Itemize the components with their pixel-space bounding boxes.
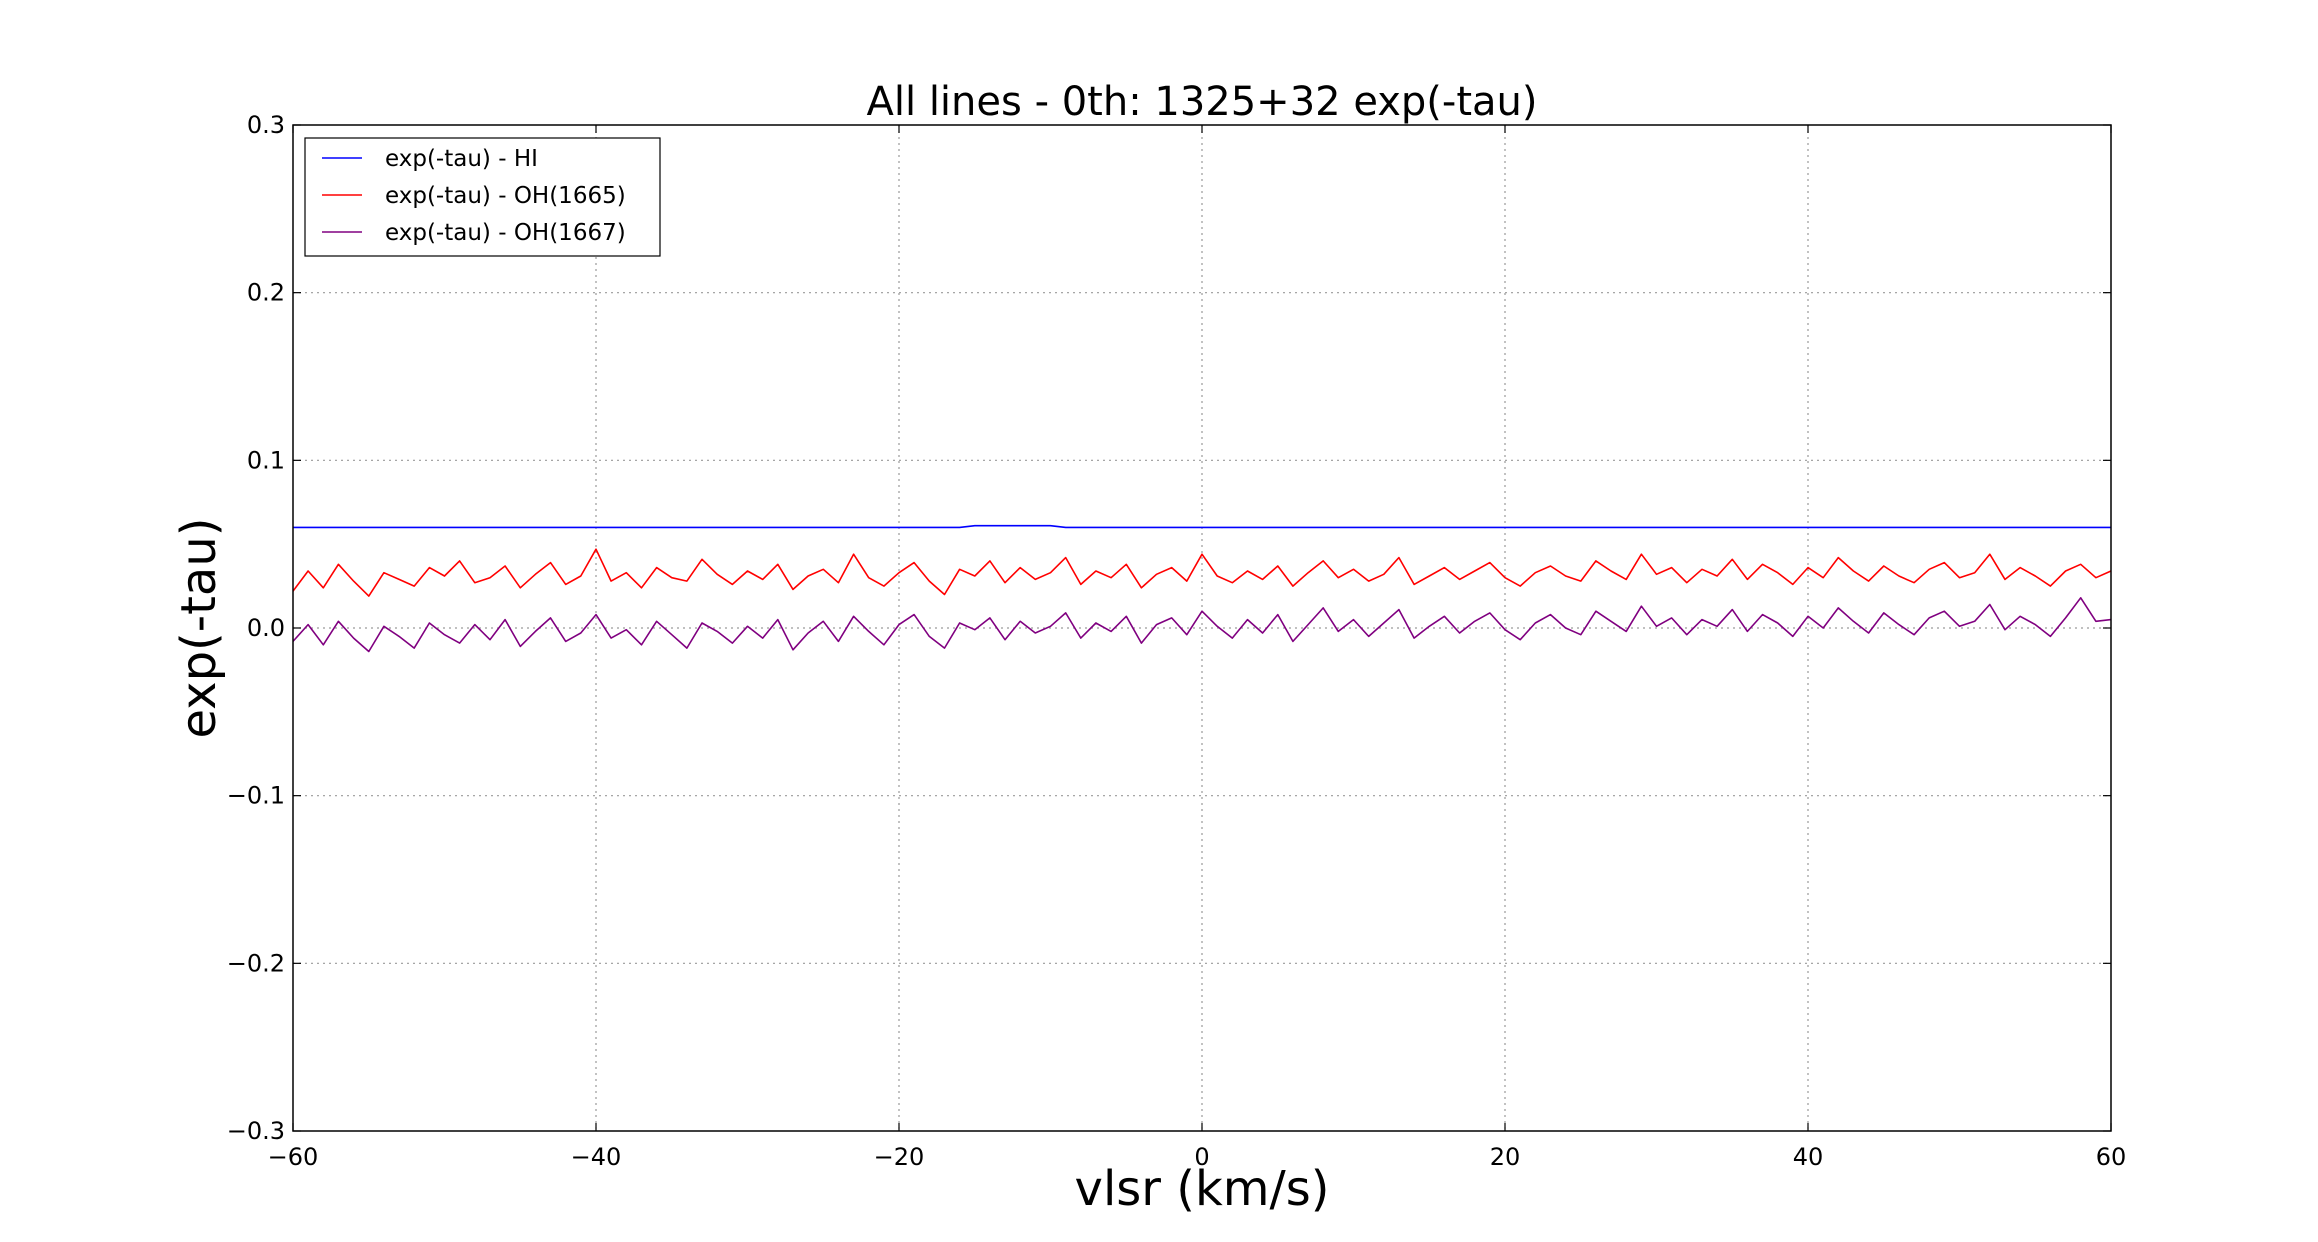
y-tick-label: 0.3: [247, 111, 285, 139]
x-tick-label: 0: [1194, 1143, 1209, 1171]
y-tick-label: −0.2: [227, 949, 285, 977]
series-line-1: [292, 548, 2112, 597]
y-tick-label: 0.0: [247, 614, 285, 642]
series-line-2: [292, 596, 2112, 653]
chart-title: All lines - 0th: 1325+32 exp(-tau): [867, 79, 1538, 125]
axis-ticks: −60 −40 −20 0 20 40 60 −0.3 −0.2 −0.1 0.0 0.1 0.2 0.3: [227, 111, 2127, 1171]
legend-label-1: exp(-tau) - OH(1665): [385, 183, 626, 209]
y-tick-label: −0.1: [227, 782, 285, 810]
x-axis-label: vlsr (km/s): [1075, 1161, 1330, 1217]
legend: exp(-tau) - HI exp(-tau) - OH(1665) exp(-t…: [304, 137, 661, 257]
x-tick-label: −20: [874, 1143, 925, 1171]
series-line-0: [293, 524, 2111, 529]
data-series: [292, 524, 2112, 653]
x-tick-label: −60: [268, 1143, 319, 1171]
legend-entries: exp(-tau) - HI exp(-tau) - OH(1665) exp(-t…: [322, 146, 626, 246]
x-tick-label: −40: [571, 1143, 622, 1171]
legend-label-2: exp(-tau) - OH(1667): [385, 220, 626, 246]
y-axis-label: exp(-tau): [171, 518, 227, 739]
x-tick-label: 20: [1490, 1143, 1521, 1171]
legend-frame: [304, 137, 661, 257]
y-tick-label: −0.3: [227, 1117, 285, 1145]
y-tick-label: 0.1: [247, 446, 285, 474]
y-tick-label: 0.2: [247, 279, 285, 307]
x-tick-label: 40: [1793, 1143, 1824, 1171]
legend-label-0: exp(-tau) - HI: [385, 146, 538, 172]
x-tick-label: 60: [2096, 1143, 2127, 1171]
